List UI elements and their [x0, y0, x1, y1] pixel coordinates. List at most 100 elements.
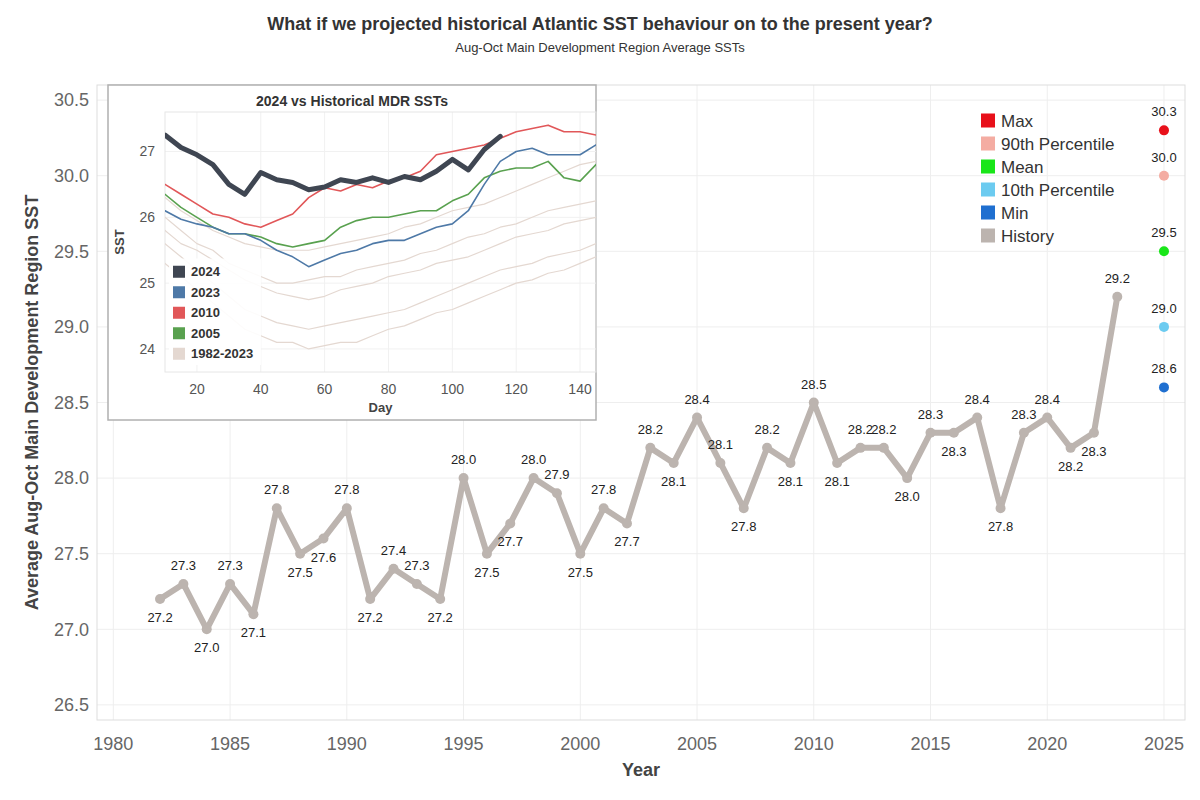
- point: [155, 594, 165, 604]
- point: [575, 549, 585, 559]
- data-label: 28.5: [801, 377, 826, 392]
- x-tick-label: 60: [317, 381, 333, 397]
- y-tick-label: 27: [139, 143, 155, 159]
- data-label: 28.0: [451, 452, 476, 467]
- data-label: 27.7: [498, 534, 523, 549]
- data-label: 27.0: [194, 640, 219, 655]
- point: [645, 443, 655, 453]
- point: [1089, 428, 1099, 438]
- point: [1159, 246, 1169, 256]
- point: [949, 428, 959, 438]
- data-label: 28.6: [1151, 361, 1176, 376]
- y-axis-label: Average Aug-Oct Main Development Region …: [22, 195, 42, 611]
- title: 2024 vs Historical MDR SSTs: [256, 93, 448, 109]
- data-label: 27.9: [544, 467, 569, 482]
- point: [318, 534, 328, 544]
- data-label: 28.1: [661, 474, 686, 489]
- data-label: 28.4: [965, 392, 990, 407]
- x-tick-label: 120: [505, 381, 529, 397]
- data-label: 27.8: [988, 519, 1013, 534]
- point: [739, 503, 749, 513]
- legend-swatch: [981, 206, 995, 220]
- data-label: 29.0: [1151, 301, 1176, 316]
- legend-swatch: [981, 160, 995, 174]
- data-label: 27.3: [171, 558, 196, 573]
- point: [225, 579, 235, 589]
- legend-label: 1982-2023: [191, 346, 253, 361]
- data-label: 27.5: [474, 565, 499, 580]
- data-label: 29.2: [1105, 271, 1130, 286]
- legend-label: Mean: [1001, 158, 1044, 177]
- y-tick-label: 27.5: [54, 544, 89, 564]
- data-label: 28.4: [684, 392, 709, 407]
- data-label: 28.2: [638, 422, 663, 437]
- data-label: 28.3: [1081, 444, 1106, 459]
- series-line: [165, 135, 500, 194]
- x-axis-label: Day: [369, 400, 394, 415]
- legend-bg: [169, 259, 261, 366]
- plot-frame: [97, 85, 1185, 720]
- data-label: 27.5: [568, 565, 593, 580]
- y-axis-label: SST: [112, 229, 127, 254]
- series-line: [165, 161, 596, 250]
- point: [365, 594, 375, 604]
- x-tick-label: 2010: [794, 734, 834, 754]
- data-label: 28.1: [708, 437, 733, 452]
- x-tick-label: 1985: [210, 734, 250, 754]
- data-label: 27.4: [381, 543, 406, 558]
- legend-swatch: [173, 266, 185, 278]
- data-label: 28.2: [1058, 459, 1083, 474]
- legend-label: 2024: [191, 264, 221, 279]
- y-tick-label: 26: [139, 209, 155, 225]
- legend: 20242023201020051982-2023: [169, 259, 261, 366]
- data-label: 28.2: [871, 422, 896, 437]
- point: [505, 518, 515, 528]
- point: [926, 428, 936, 438]
- point: [1159, 171, 1169, 181]
- point: [1159, 125, 1169, 135]
- legend-label: 2005: [191, 326, 220, 341]
- data-label: 28.0: [521, 452, 546, 467]
- data-label: 27.7: [614, 534, 639, 549]
- main-chart: What if we projected historical Atlantic…: [22, 14, 1185, 780]
- y-tick-label: 27.0: [54, 620, 89, 640]
- legend-swatch: [981, 183, 995, 197]
- x-axis-label: Year: [622, 760, 660, 780]
- legend-swatch: [173, 327, 185, 339]
- grid-line: [97, 553, 1185, 554]
- legend-label: 2023: [191, 285, 220, 300]
- point: [435, 594, 445, 604]
- legend-label: History: [1001, 227, 1054, 246]
- data-label: 27.3: [404, 558, 429, 573]
- point: [389, 564, 399, 574]
- point: [715, 458, 725, 468]
- data-label: 27.8: [334, 482, 359, 497]
- chart-root: What if we projected historical Atlantic…: [0, 0, 1200, 800]
- point: [1066, 443, 1076, 453]
- x-tick-label: 20: [189, 381, 205, 397]
- point: [1112, 292, 1122, 302]
- data-label: 28.3: [918, 407, 943, 422]
- point: [879, 443, 889, 453]
- inset-frame: [108, 85, 596, 420]
- data-label: 27.8: [731, 519, 756, 534]
- point: [785, 458, 795, 468]
- point: [669, 458, 679, 468]
- point: [599, 503, 609, 513]
- grid-line: [388, 112, 389, 372]
- legend-swatch: [173, 348, 185, 360]
- data-label: 28.4: [1035, 392, 1060, 407]
- x-tick-label: 2025: [1144, 734, 1184, 754]
- grid-line: [930, 85, 931, 720]
- data-label: 28.1: [824, 474, 849, 489]
- point: [1159, 322, 1169, 332]
- y-tick-label: 28.0: [54, 468, 89, 488]
- point: [272, 503, 282, 513]
- series-line: [165, 125, 596, 227]
- x-tick-label: 80: [381, 381, 397, 397]
- point: [1042, 413, 1052, 423]
- data-label: 28.2: [848, 422, 873, 437]
- subtitle: Aug-Oct Main Development Region Average …: [455, 40, 745, 55]
- legend-swatch: [981, 114, 995, 128]
- point: [622, 518, 632, 528]
